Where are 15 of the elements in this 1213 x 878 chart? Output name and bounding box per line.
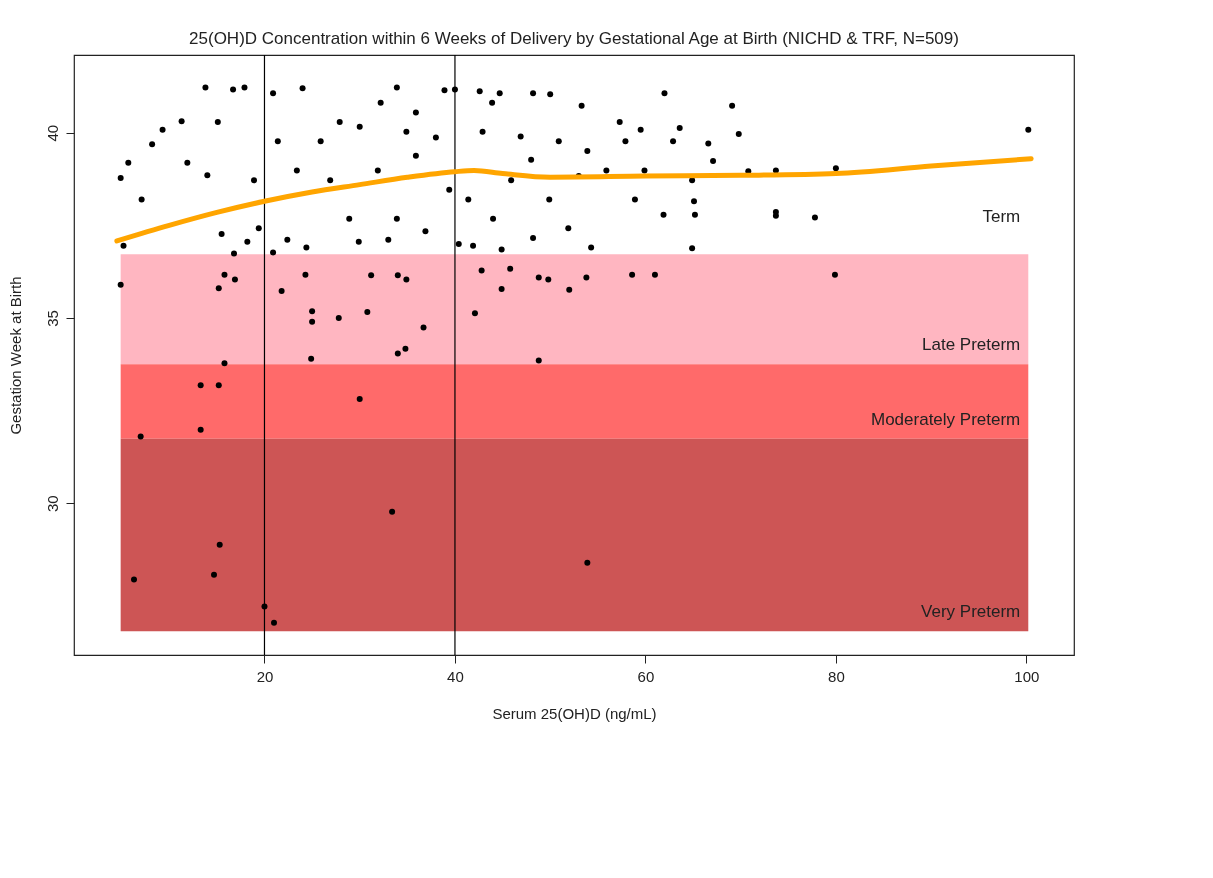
chart-title: 25(OH)D Concentration within 6 Weeks of Delivery by Gestational Age at Birth (NICHD & TRF, N=509) (189, 29, 959, 49)
x-axis-title: Serum 25(OH)D (ng/mL) (492, 704, 657, 722)
y-tick-label: 30 (43, 495, 61, 512)
x-tick-label: 40 (447, 667, 464, 685)
band-label: Very Preterm (921, 602, 1021, 622)
band-label: Late Preterm (922, 335, 1021, 355)
y-axis-title: Gestation Week at Birth (6, 276, 24, 435)
band-label: Moderately Preterm (871, 409, 1021, 429)
x-tick-label: 100 (1014, 667, 1040, 685)
x-tick-label: 60 (637, 667, 655, 685)
x-tick-label: 20 (256, 667, 274, 685)
y-tick-label: 40 (43, 124, 61, 142)
y-tick-label: 35 (43, 310, 61, 327)
annotation: Term (982, 207, 1021, 227)
x-tick-label: 80 (828, 667, 845, 685)
